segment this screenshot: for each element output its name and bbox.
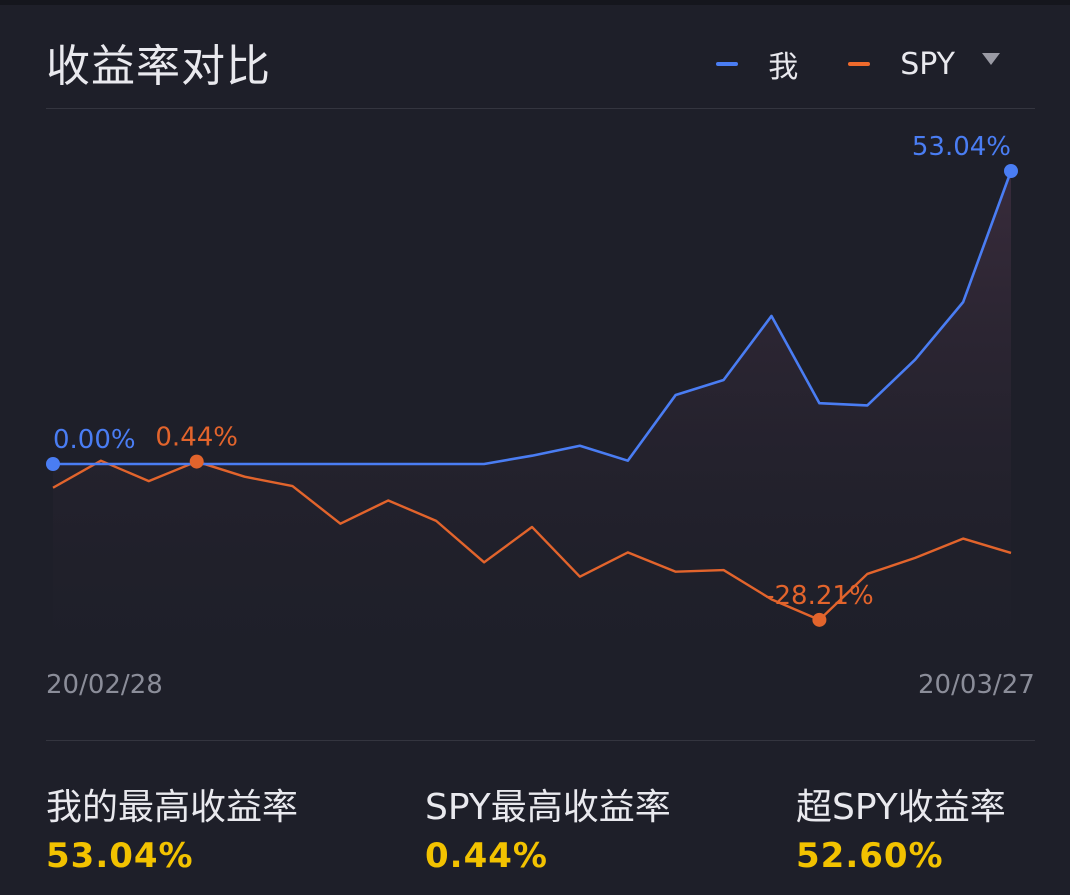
data-point-me-20: [1004, 164, 1018, 178]
top-edge: [0, 0, 1070, 5]
data-label-spy-16: -28.21%: [765, 581, 874, 611]
area-fill-me: [53, 171, 1011, 665]
legend-label-me: 我: [768, 50, 799, 85]
x-axis-end-label: 20/03/27: [918, 670, 1035, 700]
stats-divider: [46, 740, 1035, 741]
legend-label-spy: SPY: [900, 46, 955, 82]
page-title: 收益率对比: [46, 41, 271, 92]
legend-item-spy[interactable]: SPY: [848, 47, 955, 82]
stat-label: 超SPY收益率: [796, 787, 1006, 828]
series-line-spy: [52, 459, 1012, 622]
data-point-me-0: [46, 457, 60, 471]
legend-swatch-spy: [848, 62, 871, 66]
stat-value: 53.04%: [46, 836, 194, 876]
stat-label: SPY最高收益率: [425, 787, 671, 828]
legend-swatch-me: [716, 62, 739, 66]
data-label-me-0: 0.00%: [53, 425, 136, 455]
series-line-me: [53, 170, 1013, 466]
stat-value: 0.44%: [425, 836, 548, 876]
return-comparison-chart: 0.00% 53.04% 0.44% -28.21%: [46, 132, 1018, 665]
data-point-spy-3: [189, 454, 204, 469]
dropdown-caret-icon[interactable]: [982, 53, 1000, 65]
data-label-spy-3: 0.44%: [155, 423, 238, 453]
stat-label: 我的最高收益率: [46, 787, 299, 828]
header-divider: [46, 108, 1035, 109]
x-axis-start-label: 20/02/28: [46, 670, 163, 700]
chart-legend: 我 SPY: [666, 42, 955, 86]
data-point-spy-16: [812, 612, 827, 627]
stat-excess-return: 超SPY收益率 52.60%: [796, 778, 1006, 876]
legend-item-me[interactable]: 我: [716, 42, 798, 86]
data-label-me-20: 53.04%: [912, 132, 1011, 162]
stat-spy-max-return: SPY最高收益率 0.44%: [425, 778, 671, 876]
stat-value: 52.60%: [796, 836, 944, 876]
stat-my-max-return: 我的最高收益率 53.04%: [46, 778, 298, 876]
